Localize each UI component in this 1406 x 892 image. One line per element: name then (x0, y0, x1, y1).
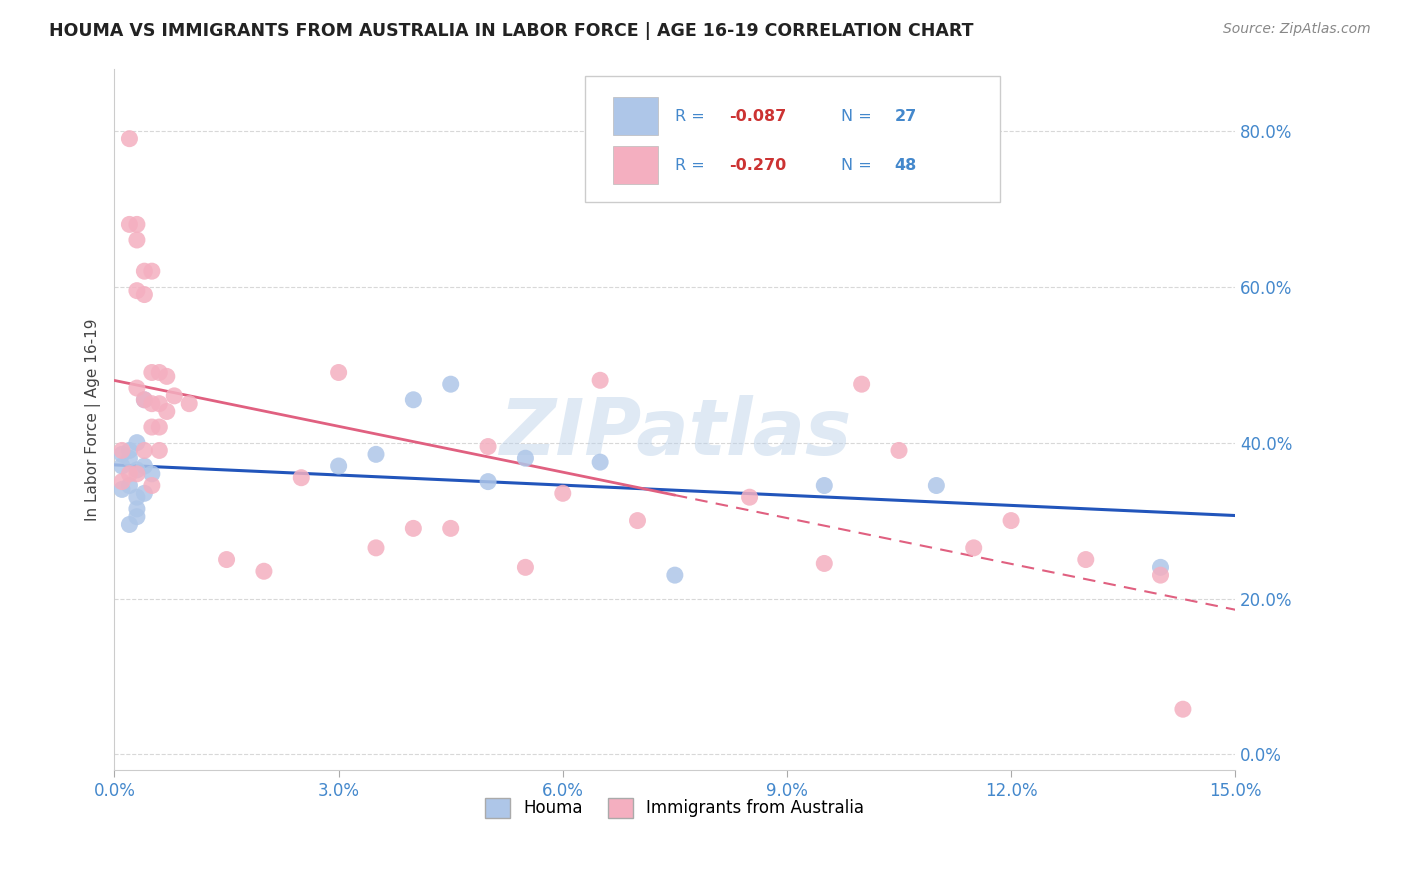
Point (125, 435, 148, 450)
Point (118, 467, 141, 481)
Point (813, 478, 835, 492)
Point (134, 392, 156, 407)
Text: 27: 27 (894, 109, 917, 124)
Point (125, 502, 148, 516)
Point (589, 373, 612, 387)
Point (925, 478, 948, 492)
Point (440, 377, 463, 392)
Text: R =: R = (675, 109, 710, 124)
Point (1000, 514, 1022, 528)
Point (1149, 560, 1171, 574)
Text: ZIPatlas: ZIPatlas (499, 395, 851, 471)
Point (738, 490, 761, 504)
Point (1074, 552, 1097, 566)
Text: N =: N = (841, 158, 876, 173)
Point (148, 366, 170, 380)
Point (134, 443, 156, 458)
Point (163, 389, 186, 403)
Point (1149, 568, 1171, 582)
Point (111, 483, 134, 497)
Point (179, 397, 201, 411)
Point (141, 467, 163, 481)
Point (118, 131, 141, 145)
Point (111, 443, 134, 458)
Point (328, 458, 350, 473)
Point (111, 447, 134, 461)
Legend: Houma, Immigrants from Australia: Houma, Immigrants from Australia (478, 791, 872, 825)
Point (141, 478, 163, 492)
FancyBboxPatch shape (585, 76, 1000, 202)
Point (156, 404, 179, 418)
Point (963, 541, 986, 555)
Point (111, 458, 134, 473)
Point (253, 564, 276, 578)
Point (477, 475, 499, 489)
Text: N =: N = (841, 109, 876, 124)
Text: -0.087: -0.087 (728, 109, 786, 124)
Point (134, 287, 156, 301)
Point (125, 467, 148, 481)
Point (851, 377, 873, 392)
Bar (613, 96, 658, 136)
Point (125, 509, 148, 524)
Point (477, 440, 499, 454)
Point (134, 392, 156, 407)
Point (134, 486, 156, 500)
Point (215, 552, 238, 566)
Point (118, 443, 141, 458)
Text: Source: ZipAtlas.com: Source: ZipAtlas.com (1223, 22, 1371, 37)
Point (141, 420, 163, 434)
Text: HOUMA VS IMMIGRANTS FROM AUSTRALIA IN LABOR FORCE | AGE 16-19 CORRELATION CHART: HOUMA VS IMMIGRANTS FROM AUSTRALIA IN LA… (49, 22, 974, 40)
Text: -0.270: -0.270 (728, 158, 786, 173)
Point (125, 233, 148, 247)
Point (290, 471, 312, 485)
Point (402, 392, 425, 407)
Point (1171, 702, 1194, 716)
Point (125, 381, 148, 395)
Point (118, 218, 141, 232)
Point (125, 463, 148, 477)
Point (364, 447, 387, 461)
Point (515, 451, 537, 466)
Point (551, 486, 574, 500)
Point (111, 475, 134, 489)
Point (118, 517, 141, 532)
Point (134, 458, 156, 473)
Point (364, 541, 387, 555)
Point (328, 366, 350, 380)
Bar (613, 145, 658, 185)
Point (626, 514, 648, 528)
Point (148, 420, 170, 434)
Point (148, 443, 170, 458)
Point (813, 557, 835, 571)
Point (148, 397, 170, 411)
Point (118, 451, 141, 466)
Point (125, 490, 148, 504)
Y-axis label: In Labor Force | Age 16-19: In Labor Force | Age 16-19 (86, 318, 101, 521)
Point (118, 478, 141, 492)
Point (125, 218, 148, 232)
Point (141, 397, 163, 411)
Text: R =: R = (675, 158, 710, 173)
Point (887, 443, 910, 458)
Point (589, 455, 612, 469)
Point (156, 369, 179, 384)
Point (125, 284, 148, 298)
Point (402, 521, 425, 535)
Point (141, 264, 163, 278)
Point (141, 366, 163, 380)
Point (664, 568, 686, 582)
Text: 48: 48 (894, 158, 917, 173)
Point (515, 560, 537, 574)
Point (440, 521, 463, 535)
Point (134, 264, 156, 278)
